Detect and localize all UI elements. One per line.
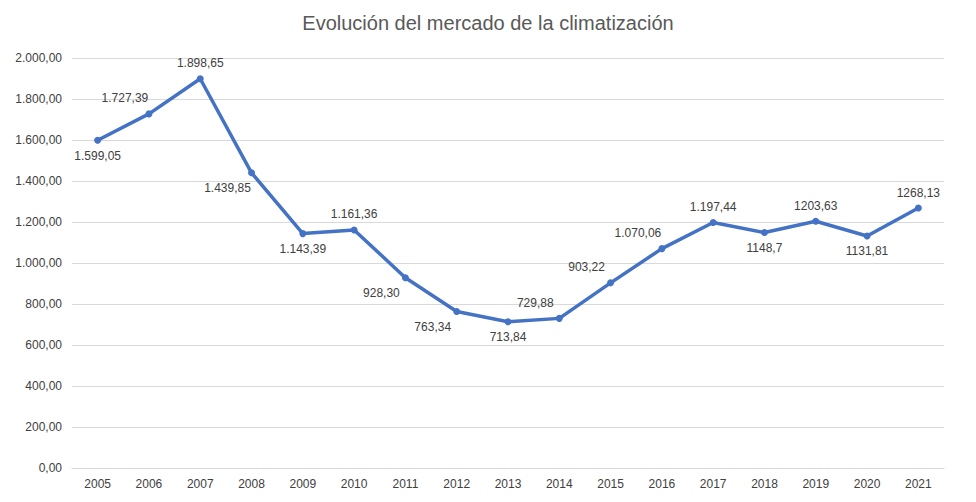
svg-text:400,00: 400,00 (25, 379, 62, 393)
svg-text:2008: 2008 (238, 477, 265, 491)
svg-text:2005: 2005 (84, 477, 111, 491)
svg-text:0,00: 0,00 (39, 461, 63, 475)
svg-text:800,00: 800,00 (25, 297, 62, 311)
svg-text:2021: 2021 (905, 477, 932, 491)
svg-text:1.200,00: 1.200,00 (15, 215, 62, 229)
svg-text:1268,13: 1268,13 (897, 186, 941, 200)
svg-text:2017: 2017 (700, 477, 727, 491)
svg-text:1.898,65: 1.898,65 (177, 56, 224, 70)
svg-text:1.600,00: 1.600,00 (15, 133, 62, 147)
svg-text:2016: 2016 (649, 477, 676, 491)
svg-text:1.070,06: 1.070,06 (615, 226, 662, 240)
svg-text:Evolución del mercado de la cl: Evolución del mercado de la climatizació… (302, 12, 673, 34)
svg-text:1.439,85: 1.439,85 (204, 181, 251, 195)
svg-text:1.727,39: 1.727,39 (102, 91, 149, 105)
svg-text:200,00: 200,00 (25, 420, 62, 434)
svg-text:903,22: 903,22 (568, 260, 605, 274)
svg-text:1.143,39: 1.143,39 (279, 242, 326, 256)
svg-text:2012: 2012 (443, 477, 470, 491)
svg-text:1.400,00: 1.400,00 (15, 174, 62, 188)
svg-text:2015: 2015 (597, 477, 624, 491)
svg-text:2006: 2006 (136, 477, 163, 491)
svg-text:600,00: 600,00 (25, 338, 62, 352)
svg-text:2013: 2013 (495, 477, 522, 491)
svg-text:763,34: 763,34 (414, 320, 451, 334)
svg-text:2.000,00: 2.000,00 (15, 51, 62, 65)
svg-text:713,84: 713,84 (490, 330, 527, 344)
svg-text:1.197,44: 1.197,44 (690, 200, 737, 214)
svg-text:1.599,05: 1.599,05 (74, 149, 121, 163)
svg-text:1.800,00: 1.800,00 (15, 92, 62, 106)
svg-text:1.161,36: 1.161,36 (331, 207, 378, 221)
svg-text:2009: 2009 (289, 477, 316, 491)
svg-text:928,30: 928,30 (363, 286, 400, 300)
svg-text:1148,7: 1148,7 (747, 241, 783, 255)
svg-text:2010: 2010 (341, 477, 368, 491)
svg-text:2007: 2007 (187, 477, 214, 491)
svg-text:2014: 2014 (546, 477, 573, 491)
svg-text:2011: 2011 (393, 477, 419, 491)
svg-text:1131,81: 1131,81 (846, 244, 889, 258)
svg-text:2019: 2019 (802, 477, 829, 491)
svg-text:729,88: 729,88 (517, 296, 554, 310)
svg-text:2018: 2018 (751, 477, 778, 491)
svg-text:2020: 2020 (854, 477, 881, 491)
svg-text:1203,63: 1203,63 (794, 199, 838, 213)
svg-text:1.000,00: 1.000,00 (15, 256, 62, 270)
